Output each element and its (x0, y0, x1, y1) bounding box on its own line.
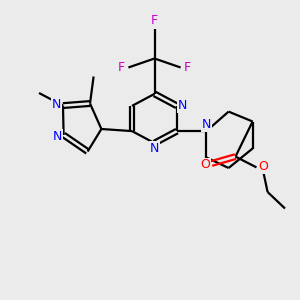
Text: O: O (200, 158, 210, 172)
Text: N: N (178, 99, 187, 112)
Text: F: F (118, 61, 125, 74)
Text: N: N (202, 118, 211, 131)
Text: N: N (52, 98, 61, 111)
Text: F: F (184, 61, 191, 74)
Text: O: O (258, 160, 268, 173)
Text: F: F (151, 14, 158, 28)
Text: N: N (52, 130, 62, 143)
Text: N: N (150, 142, 159, 155)
